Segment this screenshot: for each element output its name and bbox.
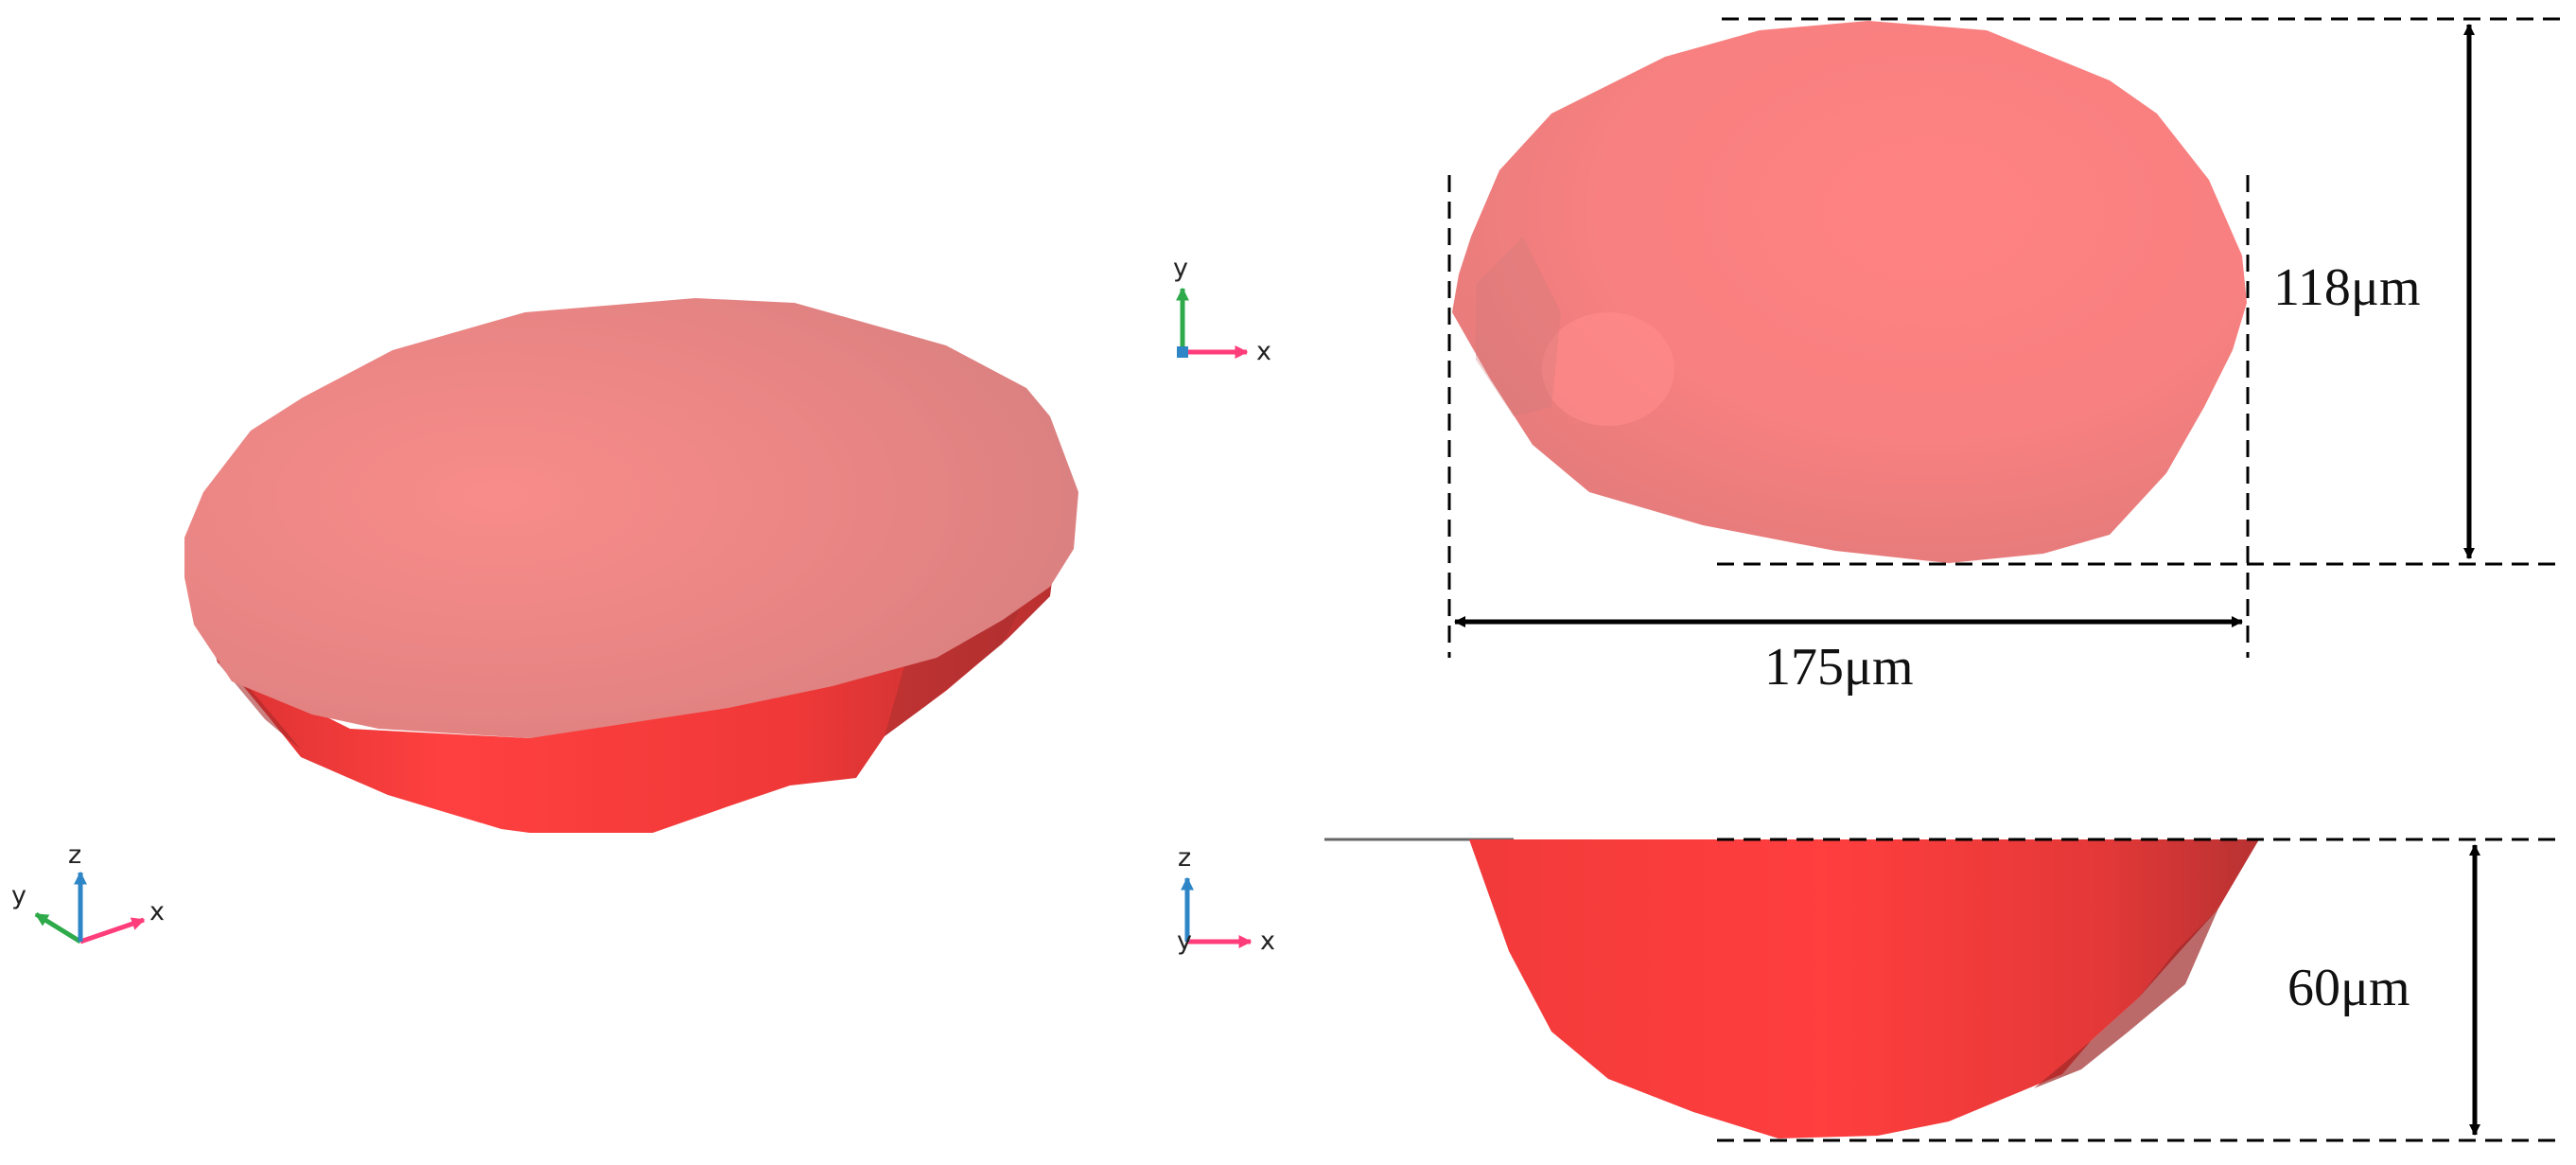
side-view-axis-x-label: x xyxy=(1260,927,1275,956)
isometric-axis-triad: x y z xyxy=(11,840,165,944)
isometric-shape-side xyxy=(184,549,1055,833)
isometric-axis-y-label: y xyxy=(11,881,26,910)
isometric-axis-z-label: z xyxy=(68,840,81,870)
side-view-axis-triad: x y z xyxy=(1177,843,1275,956)
isometric-axis-y-arrow xyxy=(34,911,82,944)
top-view: 175μm 118μm x y xyxy=(1173,17,2564,697)
top-view-axis-x-label: x xyxy=(1256,337,1271,366)
top-view-width-label: 175μm xyxy=(1764,638,1914,697)
side-view: 60μm x y z xyxy=(1177,838,2564,1142)
top-view-axis-origin xyxy=(1177,346,1188,358)
top-view-height-label: 118μm xyxy=(2273,258,2421,317)
isometric-view: x y z xyxy=(11,298,1078,944)
isometric-axis-x-label: x xyxy=(149,897,165,927)
top-view-dimension-lines xyxy=(1447,17,2564,658)
top-view-axis-y-label: y xyxy=(1173,254,1188,283)
top-view-axis-triad: x y xyxy=(1173,254,1271,366)
isometric-axis-x-arrow xyxy=(79,917,146,944)
side-view-shape xyxy=(1469,839,2259,1139)
top-view-shape xyxy=(1452,21,2247,563)
isometric-shape-top xyxy=(184,298,1078,738)
side-view-depth-label: 60μm xyxy=(2287,959,2410,1017)
top-view-highlight xyxy=(1542,312,1674,426)
side-view-axis-y-label: y xyxy=(1177,927,1192,956)
side-view-axis-z-label: z xyxy=(1178,843,1191,873)
top-view-shadow xyxy=(1476,237,1561,416)
side-view-dimension-lines xyxy=(1717,838,2564,1142)
